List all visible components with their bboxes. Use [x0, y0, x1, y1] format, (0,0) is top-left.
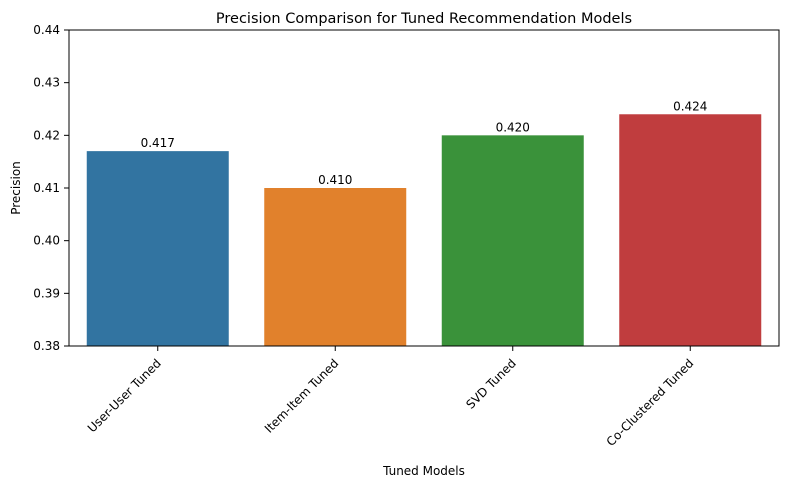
- bar-item-item-tuned: [264, 188, 407, 346]
- y-tick-label: 0.40: [33, 234, 60, 248]
- x-tick-label: SVD Tuned: [463, 356, 519, 412]
- y-tick-label: 0.44: [33, 23, 60, 37]
- y-tick-label: 0.41: [33, 181, 60, 195]
- plot-area: 0.417 0.410 0.420 0.424 0.38 0.39 0.40 0.41 0.42…: [33, 23, 780, 449]
- x-tick-label: Item-Item Tuned: [262, 356, 342, 436]
- x-axis-label: Tuned Models: [382, 464, 465, 478]
- bar-value-label: 0.424: [673, 99, 707, 113]
- x-tick-label: User-User Tuned: [85, 356, 164, 435]
- chart-title: Precision Comparison for Tuned Recommend…: [216, 11, 632, 27]
- y-tick-label: 0.43: [33, 76, 60, 90]
- y-tick-label: 0.38: [33, 339, 60, 353]
- bar-value-label: 0.410: [318, 173, 352, 187]
- y-tick-label: 0.42: [33, 128, 60, 142]
- bar-co-clustered-tuned: [619, 114, 762, 347]
- y-axis-label: Precision: [9, 161, 23, 215]
- bar-value-label: 0.420: [496, 120, 530, 134]
- bar-value-label: 0.417: [141, 136, 175, 150]
- y-tick-label: 0.39: [33, 286, 60, 300]
- x-tick-label: Co-Clustered Tuned: [604, 356, 697, 449]
- bar-user-user-tuned: [86, 151, 229, 346]
- bar-svd-tuned: [441, 135, 584, 346]
